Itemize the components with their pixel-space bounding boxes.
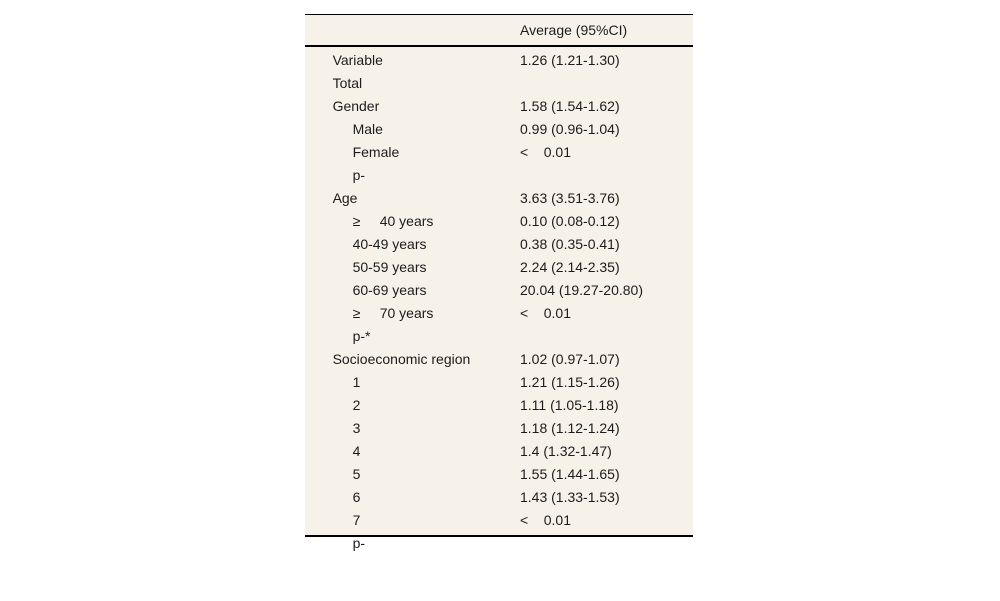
table-row: 1 1.02 (0.97-1.07) — [305, 348, 693, 390]
row-label: ≥ 40 years — [352, 213, 434, 229]
row-value: 1.21 (1.15-1.26) — [520, 374, 620, 390]
row-label: ≥ 70 years — [352, 305, 434, 321]
row-label: 50-59 years — [352, 259, 427, 275]
table-row: ≥ 70 years 20.04 (19.27-20.80) — [305, 279, 693, 321]
table-row: 50-59 years 0.38 (0.35-0.41) — [305, 233, 693, 275]
row-value: 1.58 (1.54-1.62) — [520, 98, 620, 114]
row-value: 1.11 (1.05-1.18) — [520, 397, 619, 413]
row-value: 20.04 (19.27-20.80) — [520, 282, 643, 298]
row-value: < 0.01 — [520, 305, 571, 321]
row-value: 1.18 (1.12-1.24) — [520, 420, 620, 436]
row-value: 1.02 (0.97-1.07) — [520, 351, 620, 367]
column-header-average: Average (95%CI) — [520, 22, 628, 38]
row-label: p- — [352, 535, 366, 551]
row-label: 6 — [352, 489, 361, 505]
table-row: 40-49 years 0.10 (0.08-0.12) — [305, 210, 693, 252]
row-value: 1.26 (1.21-1.30) — [520, 52, 620, 68]
table-row: p- < 0.01 — [305, 141, 693, 183]
table-row: 3 1.11 (1.05-1.18) — [305, 394, 693, 436]
row-label: 5 — [352, 466, 361, 482]
page: { "colors": { "table_bg": "#f6f2e9", "ru… — [305, 14, 693, 551]
table-row: p-* < 0.01 — [305, 302, 693, 344]
row-label: 60-69 years — [352, 282, 427, 298]
row-value: 0.99 (0.96-1.04) — [520, 121, 620, 137]
row-label: 3 — [352, 420, 361, 436]
row-label: 2 — [352, 397, 361, 413]
table-row: Gender — [305, 72, 693, 114]
table-row: Total 1.26 (1.21-1.30) — [305, 49, 693, 91]
table-row: 5 1.4 (1.32-1.47) — [305, 440, 693, 482]
row-label: 40-49 years — [352, 236, 427, 252]
table-header: Variable Average (95%CI) — [305, 15, 693, 68]
table-row: 6 1.55 (1.44-1.65) — [305, 463, 693, 505]
row-label: Socioeconomic region — [332, 351, 471, 367]
row-label: p- — [352, 167, 366, 183]
row-value: 0.10 (0.08-0.12) — [520, 213, 620, 229]
row-value: 1.55 (1.44-1.65) — [520, 466, 620, 482]
row-label: Age — [332, 190, 358, 206]
row-value: < 0.01 — [520, 512, 571, 528]
results-table: Variable Average (95%CI) Total 1.26 (1.2… — [305, 14, 693, 551]
column-header-variable: Variable — [332, 52, 383, 68]
row-label: Female — [352, 144, 400, 160]
row-label: Total — [332, 75, 363, 91]
row-label: Gender — [332, 98, 380, 114]
table-row: p- < 0.01 — [305, 509, 693, 551]
row-value: 0.38 (0.35-0.41) — [520, 236, 620, 252]
table-row: 7 1.43 (1.33-1.53) — [305, 486, 693, 528]
row-value: 1.4 (1.32-1.47) — [520, 443, 612, 459]
table-row: Age — [305, 164, 693, 206]
row-label: 1 — [352, 374, 361, 390]
row-value: < 0.01 — [520, 144, 571, 160]
row-value: 1.43 (1.33-1.53) — [520, 489, 620, 505]
row-value: 2.24 (2.14-2.35) — [520, 259, 620, 275]
table-row: 4 1.18 (1.12-1.24) — [305, 417, 693, 459]
table-row: Male 1.58 (1.54-1.62) — [305, 95, 693, 137]
row-label: 4 — [352, 443, 361, 459]
row-label: p-* — [352, 328, 371, 344]
table-row: ≥ 40 years 3.63 (3.51-3.76) — [305, 187, 693, 229]
table-row: Socioeconomic region — [305, 325, 693, 367]
row-label: Male — [352, 121, 383, 137]
table-row: 2 1.21 (1.15-1.26) — [305, 371, 693, 413]
table-row: Female 0.99 (0.96-1.04) — [305, 118, 693, 160]
table-row: 60-69 years 2.24 (2.14-2.35) — [305, 256, 693, 298]
row-label: 7 — [352, 512, 361, 528]
table-body: Total 1.26 (1.21-1.30) Gender Male 1.58 … — [305, 47, 693, 551]
row-value: 3.63 (3.51-3.76) — [520, 190, 620, 206]
